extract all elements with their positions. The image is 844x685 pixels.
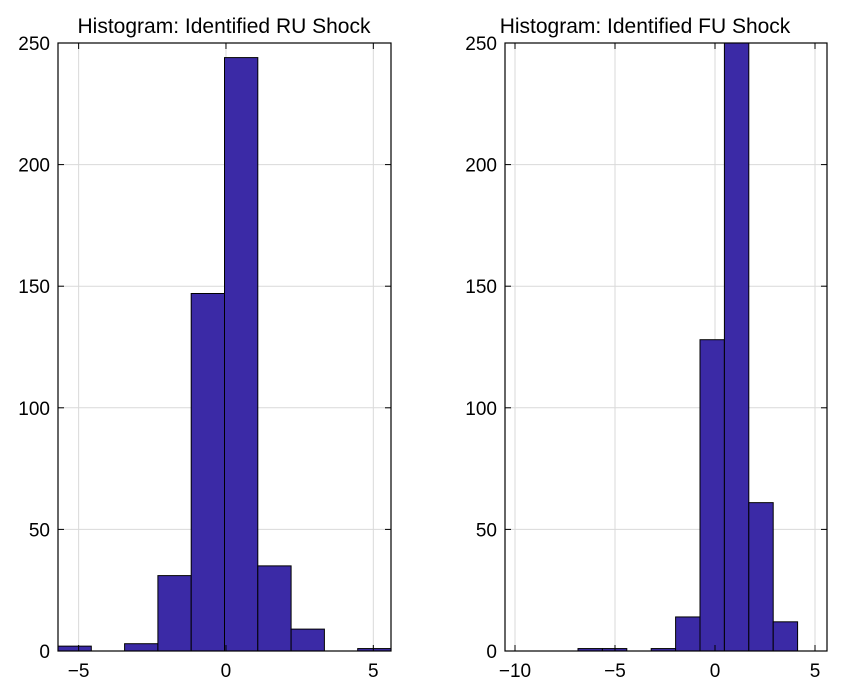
x-tick-label: 0 [221, 661, 232, 682]
y-tick-label: 100 [465, 399, 497, 420]
x-tick-label: 0 [710, 661, 721, 682]
histogram-bar [124, 643, 159, 651]
x-tick-label: −5 [68, 661, 90, 682]
y-tick-label: 50 [476, 520, 497, 541]
bars-group [58, 57, 391, 651]
histogram-bar [58, 645, 92, 651]
bars-group [577, 43, 799, 651]
y-tick-label: 250 [18, 34, 50, 55]
axes-box [504, 42, 828, 652]
y-tick-label: 250 [465, 34, 497, 55]
histogram-fu-shock-panel: Histogram: Identified FU Shock −10 −5 0 505… [465, 15, 828, 682]
axes-box [57, 42, 392, 652]
histogram-bar [224, 57, 259, 651]
histogram-bar [699, 339, 725, 651]
x-tick-label: −5 [604, 661, 626, 682]
chart-title: Histogram: Identified RU Shock [78, 15, 371, 38]
histogram-bar [190, 292, 225, 651]
histogram-bar [157, 575, 192, 651]
histogram-bar [772, 621, 799, 651]
y-tick-label: 0 [486, 642, 497, 663]
y-tick-label: 50 [29, 520, 50, 541]
histogram-bar [290, 628, 325, 651]
x-tick-label: −10 [499, 661, 531, 682]
y-tick-label: 0 [39, 642, 50, 663]
y-tick-label: 150 [465, 277, 497, 298]
x-tick-label: 5 [810, 661, 821, 682]
x-tick-label: 5 [368, 661, 379, 682]
histogram-bar [675, 616, 701, 651]
histogram-bar [748, 502, 774, 651]
histogram-ru-shock-panel: Histogram: Identified RU Shock −5 0 505010… [18, 15, 392, 682]
y-tick-label: 200 [18, 156, 50, 177]
y-tick-label: 100 [18, 399, 50, 420]
histogram-bar [257, 565, 292, 651]
y-tick-label: 150 [18, 277, 50, 298]
histogram-bar [723, 43, 750, 651]
y-tick-label: 200 [465, 156, 497, 177]
chart-title: Histogram: Identified FU Shock [500, 15, 791, 38]
